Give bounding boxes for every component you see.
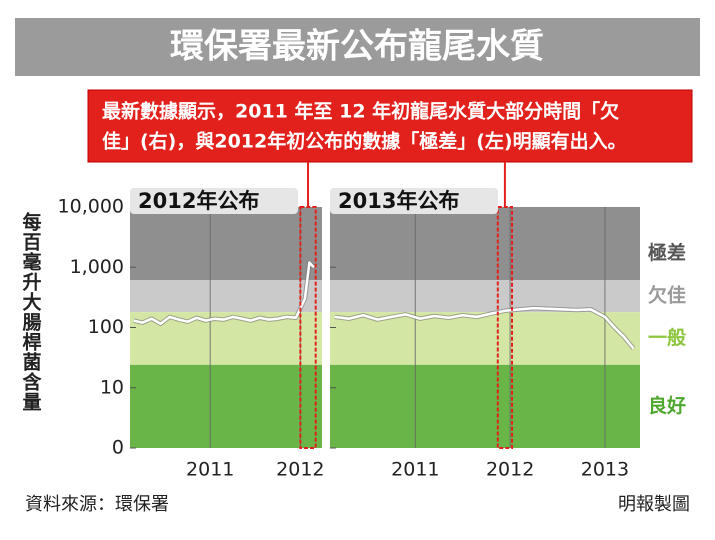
panel-title: 2012年公布	[138, 189, 259, 213]
x-tick-label: 2013	[581, 459, 629, 481]
data-line	[133, 261, 315, 326]
y-tick-label: 10	[100, 376, 124, 398]
panel-title: 2013年公布	[338, 189, 459, 213]
band	[130, 280, 322, 313]
x-tick-label: 2011	[186, 459, 234, 481]
band	[330, 364, 640, 448]
title-band	[15, 18, 700, 76]
y-tick-label: 100	[88, 316, 124, 338]
y-axis-label: 每百毫升大腸桿菌含量	[20, 211, 42, 412]
y-tick-label: 1,000	[70, 256, 124, 278]
panel-title-tab	[330, 188, 498, 214]
band	[130, 364, 322, 448]
credit: 明報製圖	[618, 494, 690, 515]
band	[330, 207, 640, 281]
note-box	[87, 89, 693, 163]
band	[330, 280, 640, 313]
band-label: 一般	[648, 326, 686, 349]
panel-title-tab	[130, 188, 298, 214]
band-label: 欠佳	[648, 284, 686, 307]
data-line	[334, 306, 635, 350]
note-line: 最新數據顯示，2011 年至 12 年初龍尾水質大部分時間「欠	[102, 100, 619, 123]
source: 資料來源：環保署	[25, 494, 169, 515]
x-tick-label: 2012	[486, 459, 534, 481]
note-line: 佳」(右)，與2012年初公布的數據「極差」(左)明顯有出入。	[102, 130, 627, 153]
y-tick-label: 0	[112, 437, 124, 459]
band-label: 良好	[648, 394, 686, 417]
x-tick-label: 2011	[391, 459, 439, 481]
x-tick-label: 2012	[276, 459, 324, 481]
chart-title: 環保署最新公布龍尾水質	[170, 27, 544, 67]
band	[130, 207, 322, 281]
y-tick-label: 10,000	[58, 196, 124, 218]
band-label: 極差	[648, 241, 686, 264]
